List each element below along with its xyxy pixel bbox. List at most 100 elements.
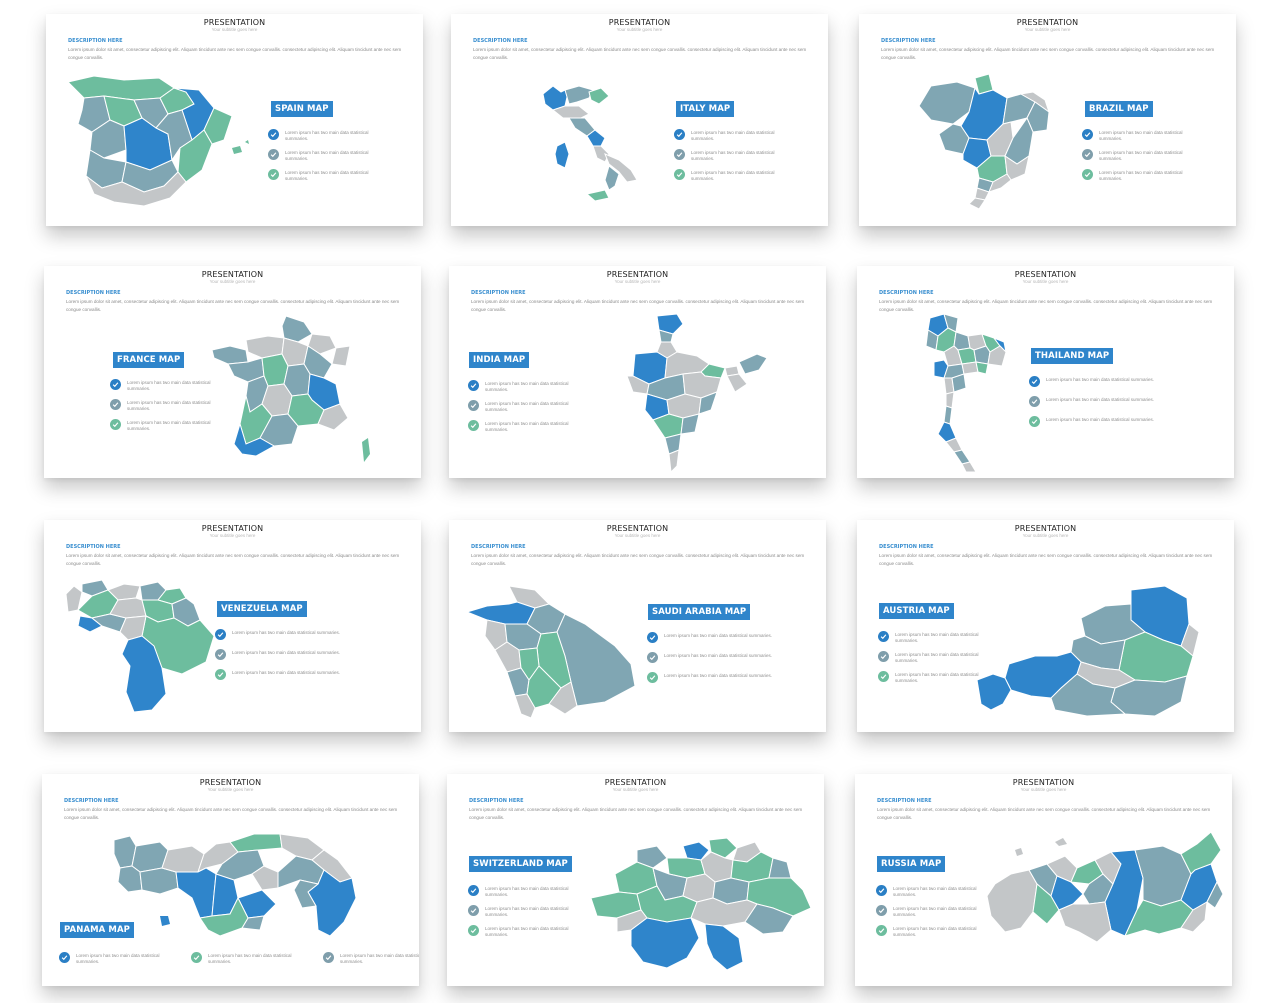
slide-title: PRESENTATION bbox=[606, 524, 669, 533]
slide-subtitle: Your subtitle goes here bbox=[614, 279, 661, 284]
description-text: Lorem ipsum dolor sit amet, consectetur … bbox=[66, 299, 400, 312]
russia-map-icon bbox=[985, 824, 1223, 948]
description-text: Lorem ipsum dolor sit amet, consectetur … bbox=[877, 807, 1211, 820]
map-label-badge: SWITZERLAND MAP bbox=[469, 856, 572, 872]
checklist-text: Lorem ipsum has two main data statistica… bbox=[691, 130, 775, 141]
slide-france[interactable]: PRESENTATION Your subtitle goes here DES… bbox=[44, 266, 421, 478]
checklist-item: Lorem ipsum has two main data statistica… bbox=[674, 149, 781, 162]
checklist-item: Lorem ipsum has two main data statistica… bbox=[468, 420, 575, 433]
checklist-text: Lorem ipsum has two main data statistica… bbox=[485, 381, 569, 392]
slide-title: PRESENTATION bbox=[1012, 778, 1075, 787]
checklist-text: Lorem ipsum has two main data statistica… bbox=[285, 130, 369, 141]
checklist-item: Lorem ipsum has two main data statistica… bbox=[876, 885, 983, 898]
checklist-text: Lorem ipsum has two main data statistica… bbox=[127, 380, 211, 391]
checklist-text: Lorem ipsum has two main data statistica… bbox=[893, 906, 977, 917]
slide-russia[interactable]: PRESENTATION Your subtitle goes here DES… bbox=[855, 774, 1232, 986]
slide-switzerland[interactable]: PRESENTATION Your subtitle goes here DES… bbox=[447, 774, 824, 986]
checklist-text: Lorem ipsum has two main data statistica… bbox=[232, 650, 341, 655]
checklist-item: Lorem ipsum has two main data statistica… bbox=[191, 952, 293, 965]
slide-india[interactable]: PRESENTATION Your subtitle goes here DES… bbox=[449, 266, 826, 478]
slide-venezuela[interactable]: PRESENTATION Your subtitle goes here DES… bbox=[44, 520, 421, 732]
checklist-text: Lorem ipsum has two main data statistica… bbox=[485, 401, 569, 412]
description-heading: DESCRIPTION HERE bbox=[473, 38, 528, 44]
check-circle-icon bbox=[215, 649, 226, 660]
check-circle-icon bbox=[1029, 396, 1040, 407]
slide-saudi-arabia[interactable]: PRESENTATION Your subtitle goes here DES… bbox=[449, 520, 826, 732]
checklist: Lorem ipsum has two main data statistica… bbox=[674, 129, 781, 189]
map-label-badge: SPAIN MAP bbox=[271, 101, 333, 117]
checklist-text: Lorem ipsum has two main data statistica… bbox=[1046, 417, 1155, 422]
slide-italy[interactable]: PRESENTATION Your subtitle goes here DES… bbox=[451, 14, 828, 226]
checklist-text: Lorem ipsum has two main data statistica… bbox=[232, 670, 341, 675]
map-label-badge: AUSTRIA MAP bbox=[879, 603, 954, 619]
checklist-text: Lorem ipsum has two main data statistica… bbox=[340, 953, 419, 964]
checklist-item: Lorem ipsum has two main data statistica… bbox=[468, 925, 575, 938]
italy-map-icon bbox=[539, 84, 644, 202]
checklist-text: Lorem ipsum has two main data statistica… bbox=[1046, 397, 1155, 402]
description-text: Lorem ipsum dolor sit amet, consectetur … bbox=[64, 807, 398, 820]
venezuela-map-icon bbox=[62, 576, 222, 716]
check-circle-icon bbox=[647, 632, 658, 643]
slide-subtitle: Your subtitle goes here bbox=[1024, 27, 1071, 32]
checklist-item: Lorem ipsum has two main data statistica… bbox=[674, 129, 781, 142]
checklist-text: Lorem ipsum has two main data statistica… bbox=[893, 926, 977, 937]
map-label-badge: FRANCE MAP bbox=[113, 352, 185, 368]
slide-title: PRESENTATION bbox=[201, 270, 264, 279]
check-circle-icon bbox=[110, 419, 121, 430]
checklist-item: Lorem ipsum has two main data statistica… bbox=[268, 169, 375, 182]
map-label-badge: BRAZIL MAP bbox=[1085, 101, 1153, 117]
spain-map-icon bbox=[64, 70, 249, 210]
checklist-item: Lorem ipsum has two main data statistica… bbox=[674, 169, 781, 182]
check-circle-icon bbox=[1082, 129, 1093, 140]
slide-title: PRESENTATION bbox=[203, 18, 266, 27]
checklist-text: Lorem ipsum has two main data statistica… bbox=[76, 953, 160, 964]
slide-title: PRESENTATION bbox=[606, 270, 669, 279]
check-circle-icon bbox=[878, 651, 889, 662]
slide-subtitle: Your subtitle goes here bbox=[1022, 279, 1069, 284]
checklist-item: Lorem ipsum has two main data statistica… bbox=[876, 905, 983, 918]
checklist-text: Lorem ipsum has two main data statistica… bbox=[127, 400, 211, 411]
slide-thailand[interactable]: PRESENTATION Your subtitle goes here DES… bbox=[857, 266, 1234, 478]
map-label-badge: VENEZUELA MAP bbox=[217, 601, 307, 617]
check-circle-icon bbox=[468, 400, 479, 411]
description-text: Lorem ipsum dolor sit amet, consectetur … bbox=[471, 553, 805, 566]
slide-title: PRESENTATION bbox=[199, 778, 262, 787]
checklist-text: Lorem ipsum has two main data statistica… bbox=[127, 420, 211, 431]
checklist-item: Lorem ipsum has two main data statistica… bbox=[647, 672, 799, 683]
checklist-text: Lorem ipsum has two main data statistica… bbox=[485, 421, 569, 432]
check-circle-icon bbox=[876, 885, 887, 896]
checklist-text: Lorem ipsum has two main data statistica… bbox=[664, 673, 773, 678]
checklist-text: Lorem ipsum has two main data statistica… bbox=[895, 672, 979, 683]
slide-spain[interactable]: PRESENTATION Your subtitle goes here DES… bbox=[46, 14, 423, 226]
slide-title: PRESENTATION bbox=[608, 18, 671, 27]
checklist: Lorem ipsum has two main data statistica… bbox=[878, 631, 985, 691]
slide-panama[interactable]: PRESENTATION Your subtitle goes here DES… bbox=[42, 774, 419, 986]
check-circle-icon bbox=[268, 169, 279, 180]
description-text: Lorem ipsum dolor sit amet, consectetur … bbox=[473, 47, 807, 60]
austria-map-icon bbox=[975, 584, 1211, 718]
checklist: Lorem ipsum has two main data statistica… bbox=[1029, 376, 1181, 434]
description-heading: DESCRIPTION HERE bbox=[881, 38, 936, 44]
description-text: Lorem ipsum dolor sit amet, consectetur … bbox=[879, 553, 1213, 566]
checklist-item: Lorem ipsum has two main data statistica… bbox=[215, 629, 367, 640]
description-heading: DESCRIPTION HERE bbox=[68, 38, 123, 44]
checklist-text: Lorem ipsum has two main data statistica… bbox=[208, 953, 292, 964]
checklist: Lorem ipsum has two main data statistica… bbox=[215, 629, 367, 687]
description-heading: DESCRIPTION HERE bbox=[66, 290, 121, 296]
description-text: Lorem ipsum dolor sit amet, consectetur … bbox=[471, 299, 805, 312]
slide-subtitle: Your subtitle goes here bbox=[1020, 787, 1067, 792]
checklist-item: Lorem ipsum has two main data statistica… bbox=[110, 419, 217, 432]
checklist: Lorem ipsum has two main data statistica… bbox=[468, 885, 575, 945]
slide-brazil[interactable]: PRESENTATION Your subtitle goes here DES… bbox=[859, 14, 1236, 226]
description-text: Lorem ipsum dolor sit amet, consectetur … bbox=[68, 47, 402, 60]
check-circle-icon bbox=[647, 672, 658, 683]
checklist-text: Lorem ipsum has two main data statistica… bbox=[691, 150, 775, 161]
map-label-badge: RUSSIA MAP bbox=[877, 856, 946, 872]
check-circle-icon bbox=[110, 399, 121, 410]
check-circle-icon bbox=[468, 420, 479, 431]
checklist-text: Lorem ipsum has two main data statistica… bbox=[285, 170, 369, 181]
check-circle-icon bbox=[110, 379, 121, 390]
description-heading: DESCRIPTION HERE bbox=[471, 544, 526, 550]
slide-austria[interactable]: PRESENTATION Your subtitle goes here DES… bbox=[857, 520, 1234, 732]
checklist: Lorem ipsum has two main data statistica… bbox=[268, 129, 375, 189]
